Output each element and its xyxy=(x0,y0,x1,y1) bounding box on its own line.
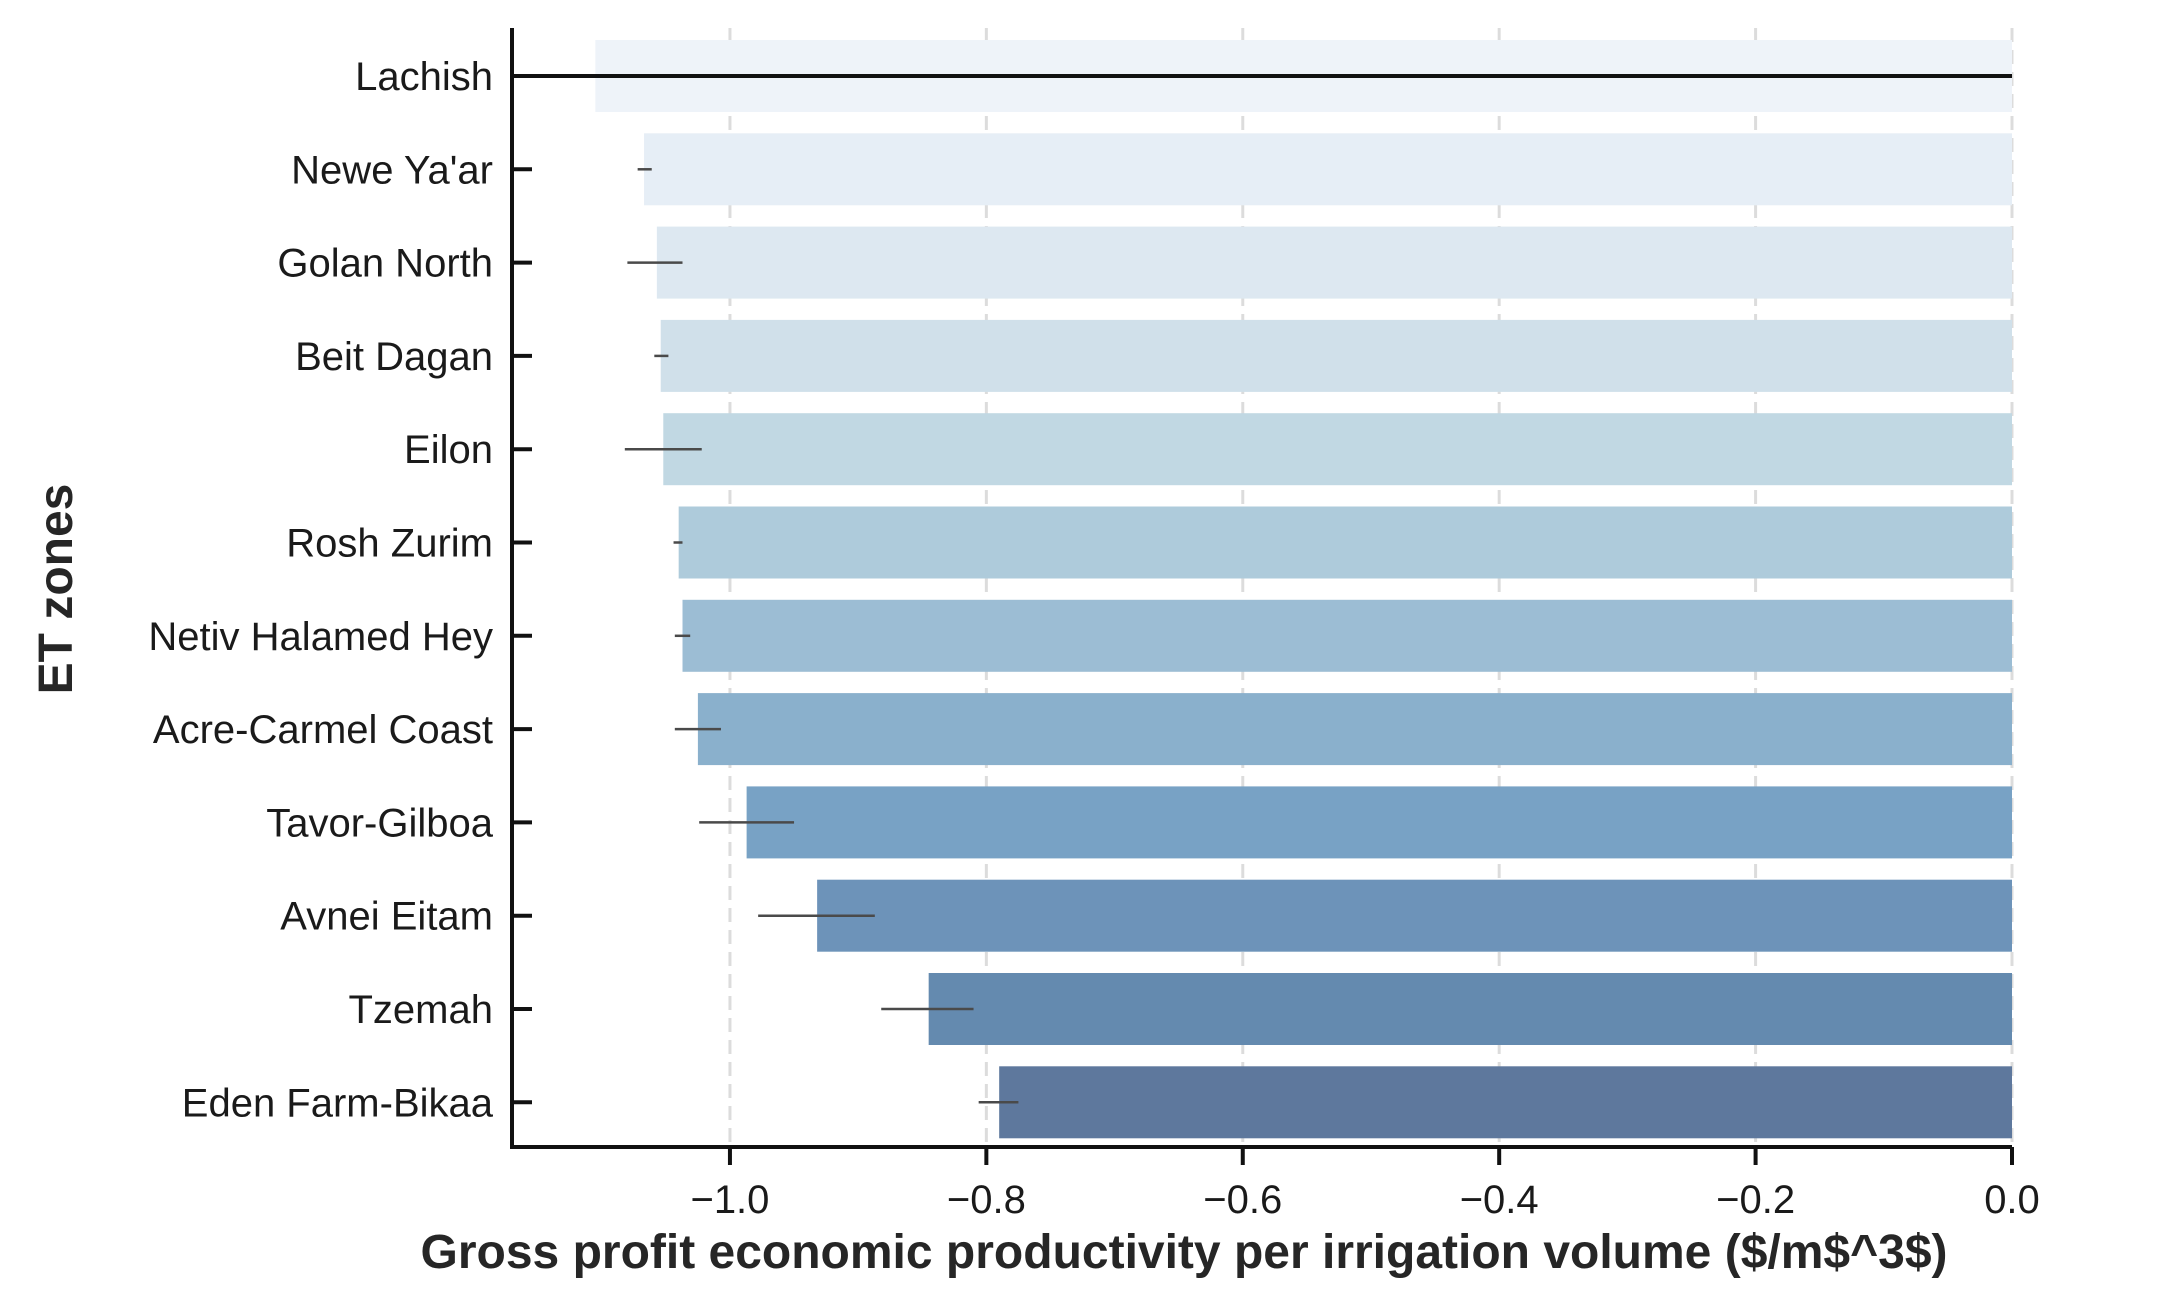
y-axis-title: ET zones xyxy=(30,484,83,695)
y-tick-label-11: Eden Farm-Bikaa xyxy=(182,1081,494,1125)
bar-4 xyxy=(663,413,2013,486)
bar-11 xyxy=(999,1066,2012,1139)
y-tick-label-0: Lachish xyxy=(355,55,493,99)
bars xyxy=(595,40,2013,1139)
bar-7 xyxy=(697,693,2012,766)
bar-8 xyxy=(746,786,2012,859)
x-tick-label-5: 0.0 xyxy=(1984,1178,2040,1222)
x-tick-label-2: −0.6 xyxy=(1203,1178,1282,1222)
bar-3 xyxy=(660,319,2012,392)
x-tick-label-1: −0.8 xyxy=(947,1178,1026,1222)
x-tick-label-0: −1.0 xyxy=(690,1178,769,1222)
grid-lines xyxy=(728,28,2014,1147)
bar-6 xyxy=(682,599,2012,672)
bar-2 xyxy=(656,226,2012,299)
x-ticks: −1.0 −0.8 −0.6 −0.4 −0.2 0.0 xyxy=(690,1147,2040,1222)
y-tick-label-1: Newe Ya'ar xyxy=(291,148,493,192)
y-tick-label-4: Eilon xyxy=(404,428,493,472)
y-tick-label-2: Golan North xyxy=(277,242,493,286)
y-tick-label-6: Netiv Halamed Hey xyxy=(148,615,493,659)
y-tick-label-10: Tzemah xyxy=(349,988,494,1032)
x-axis-title: Gross profit economic productivity per i… xyxy=(421,1226,1948,1279)
y-tick-label-9: Avnei Eitam xyxy=(280,895,493,939)
y-tick-label-5: Rosh Zurim xyxy=(286,522,493,566)
y-tick-label-7: Acre-Carmel Coast xyxy=(153,708,493,752)
bar-9 xyxy=(817,879,2013,952)
x-tick-label-3: −0.4 xyxy=(1460,1178,1539,1222)
bar-10 xyxy=(928,973,2012,1045)
y-tick-label-8: Tavor-Gilboa xyxy=(266,801,494,845)
bar-1 xyxy=(644,133,2012,206)
y-ticks: Lachish Newe Ya'ar Golan North Beit Dagan Ei… xyxy=(148,55,532,1125)
x-tick-label-4: −0.2 xyxy=(1716,1178,1795,1222)
bar-5 xyxy=(678,506,2012,579)
y-tick-label-3: Beit Dagan xyxy=(295,335,493,379)
error-bars xyxy=(512,74,2012,1104)
